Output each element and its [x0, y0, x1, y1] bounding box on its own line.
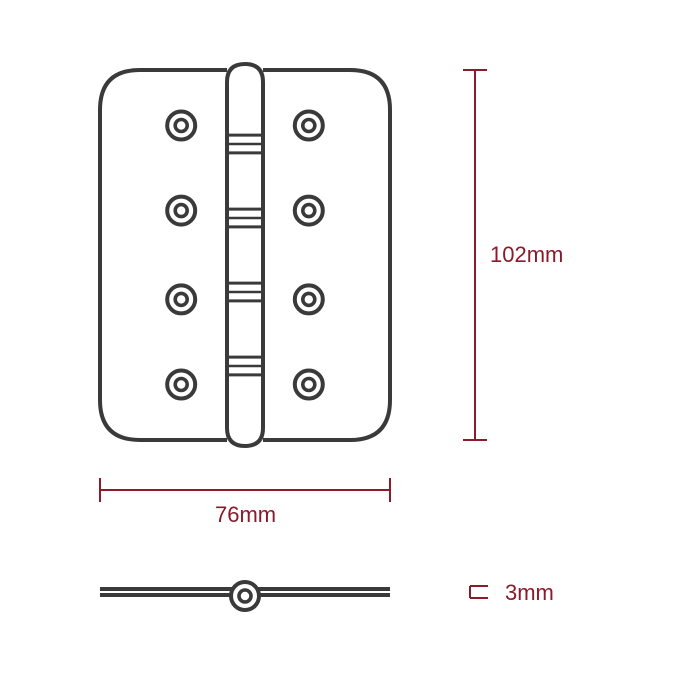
screw-hole-outer — [295, 285, 323, 313]
dim-width-label: 76mm — [215, 502, 276, 527]
screw-hole-inner — [175, 120, 187, 132]
screw-hole-outer — [167, 197, 195, 225]
dim-height-label: 102mm — [490, 242, 563, 267]
screw-hole-inner — [175, 379, 187, 391]
screw-hole-inner — [303, 293, 315, 305]
screw-hole-outer — [295, 112, 323, 140]
screw-hole-outer — [295, 197, 323, 225]
hinge-leaf-right — [263, 70, 390, 440]
screw-hole-outer — [167, 112, 195, 140]
screw-hole-inner — [175, 293, 187, 305]
hinge-leaf-left — [100, 70, 227, 440]
screw-hole-inner — [175, 205, 187, 217]
screw-hole-outer — [167, 285, 195, 313]
screw-hole-outer — [295, 371, 323, 399]
screw-hole-inner — [303, 205, 315, 217]
hinge-diagram: 102mm 76mm 3mm — [0, 0, 700, 700]
hinge-knuckle — [227, 64, 263, 446]
screw-hole-inner — [303, 120, 315, 132]
screw-hole-outer — [167, 371, 195, 399]
dim-thickness-label: 3mm — [505, 580, 554, 605]
screw-hole-inner — [303, 379, 315, 391]
edge-view-pin-outer — [231, 582, 259, 610]
